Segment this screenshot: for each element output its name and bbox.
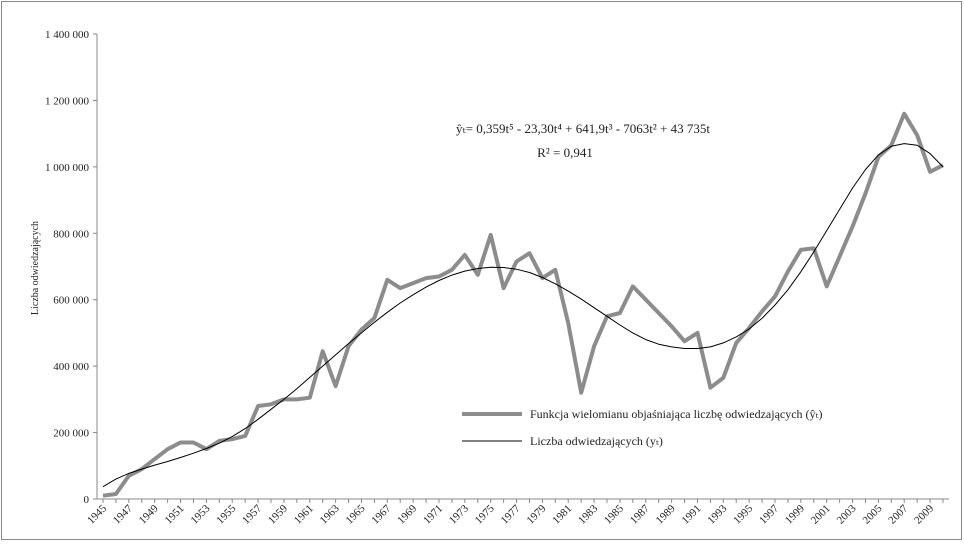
y-axis-label: Liczba odwiedzających	[30, 221, 41, 315]
y-tick-label: 1 200 000	[45, 95, 90, 107]
series-line	[102, 143, 944, 488]
y-tick-label: 0	[84, 494, 90, 506]
r-squared: R² = 0,941	[537, 145, 593, 160]
y-tick-label: 1 400 000	[45, 29, 90, 41]
series-line	[102, 111, 944, 498]
y-tick-label: 200 000	[53, 428, 89, 440]
y-tick-label: 1 000 000	[45, 162, 90, 174]
legend-label: Liczba odwiedzających (yₜ)	[530, 434, 663, 448]
frame	[1, 1, 962, 540]
y-tick-label: 800 000	[53, 228, 89, 240]
y-tick-label: 600 000	[53, 295, 89, 307]
equation: ŷₜ= 0,359t⁵ - 23,30t⁴ + 641,9t³ - 7063t²…	[456, 121, 710, 136]
y-tick-label: 400 000	[53, 361, 89, 373]
legend-label: Funkcja wielomianu objaśniająca liczbę o…	[530, 407, 823, 421]
